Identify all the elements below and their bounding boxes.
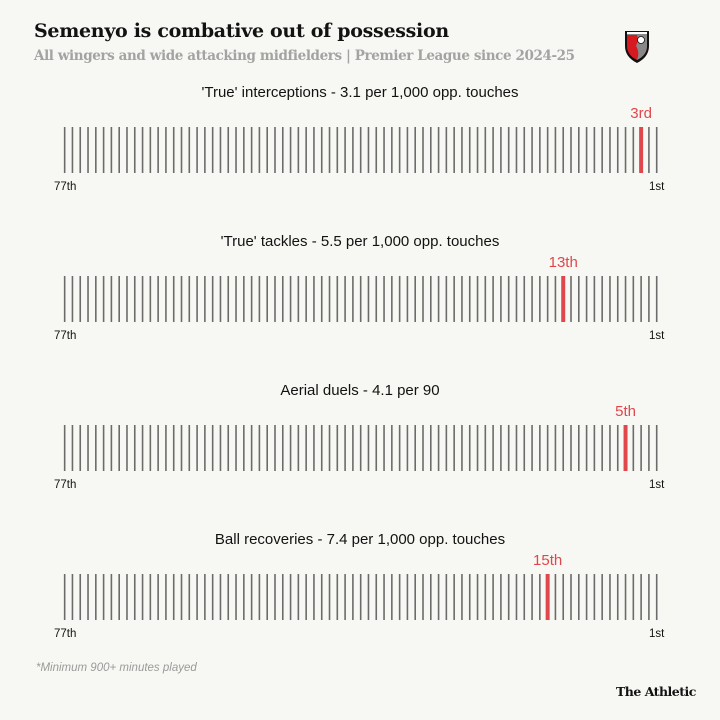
axis-label-right: 1st xyxy=(649,330,665,342)
club-crest-logo xyxy=(625,31,649,63)
rank-lines xyxy=(63,425,658,471)
chart-title: Semenyo is combative out of possession xyxy=(34,20,449,42)
rank-lines xyxy=(63,276,658,322)
rank-label: 3rd xyxy=(630,105,652,122)
axis-label-left: 77th xyxy=(54,479,77,491)
chart-subtitle: All wingers and wide attacking midfielde… xyxy=(34,48,575,64)
rank-strip: Ball recoveries - 7.4 per 1,000 opp. tou… xyxy=(0,531,720,680)
axis-label-left: 77th xyxy=(54,181,77,193)
axis-label-left: 77th xyxy=(54,330,77,342)
axis-label-right: 1st xyxy=(649,479,665,491)
axis-label-left: 77th xyxy=(54,628,77,640)
rank-lines xyxy=(63,127,658,173)
strip-title: 'True' interceptions - 3.1 per 1,000 opp… xyxy=(201,84,519,101)
axis-label-right: 1st xyxy=(649,181,665,193)
strip-title: Aerial duels - 4.1 per 90 xyxy=(280,382,440,399)
rank-label: 13th xyxy=(548,254,578,271)
rank-strip: 'True' interceptions - 3.1 per 1,000 opp… xyxy=(0,84,720,233)
footnote: *Minimum 900+ minutes played xyxy=(36,662,197,674)
strip-title: Ball recoveries - 7.4 per 1,000 opp. tou… xyxy=(214,531,506,548)
axis-label-right: 1st xyxy=(649,628,665,640)
rank-strip: Aerial duels - 4.1 per 90 5th 77th 1st xyxy=(0,382,720,531)
rank-label: 5th xyxy=(615,403,636,420)
rank-label: 15th xyxy=(533,552,563,569)
strip-title: 'True' tackles - 5.5 per 1,000 opp. touc… xyxy=(220,233,500,250)
rank-strip: 'True' tackles - 5.5 per 1,000 opp. touc… xyxy=(0,233,720,382)
brand-logo: The Athletic xyxy=(616,684,696,699)
rank-lines xyxy=(63,574,658,620)
